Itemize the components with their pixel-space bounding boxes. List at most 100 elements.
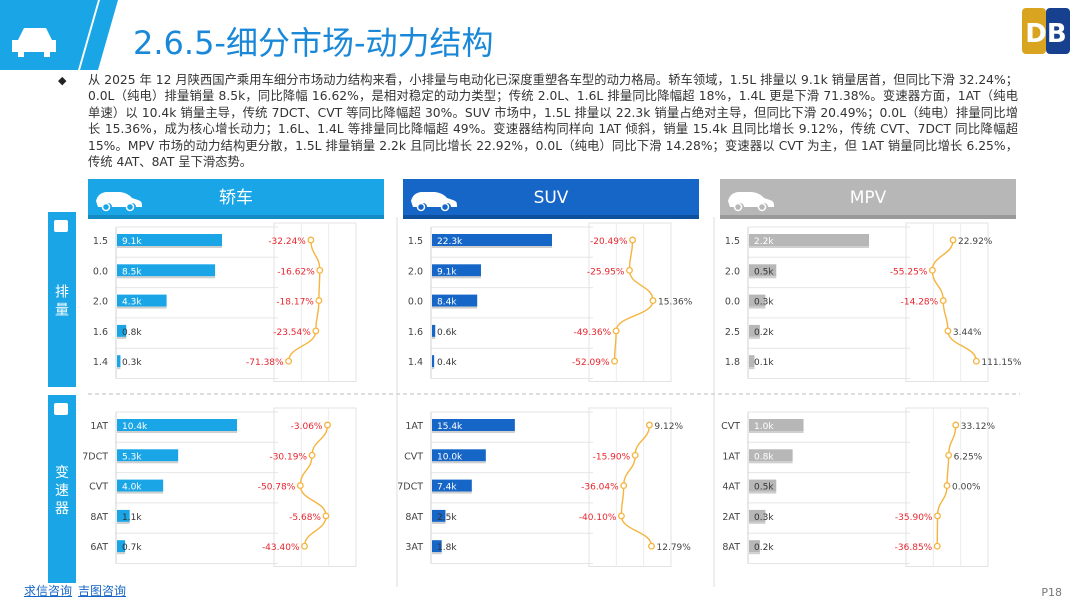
- growth-label: 33.12%: [961, 422, 996, 432]
- growth-point: [315, 297, 323, 305]
- bar: [749, 449, 793, 462]
- growth-point: [952, 421, 960, 429]
- bar-shadow: [749, 276, 777, 279]
- bar: [749, 234, 869, 246]
- car-icon: [728, 192, 774, 212]
- bar-value-label: 9.1k: [122, 237, 142, 247]
- wheel-shape: [733, 202, 743, 212]
- gear-shift-icon: [54, 403, 68, 415]
- bar-shadow: [749, 461, 793, 464]
- bar: [749, 509, 766, 522]
- bar: [432, 294, 478, 307]
- bar-value-label: 1.8k: [437, 543, 457, 553]
- growth-panel: [588, 407, 672, 567]
- growth-label: 6.25%: [954, 452, 983, 462]
- growth-label: -36.04%: [581, 483, 619, 493]
- bar-shadow: [117, 276, 216, 279]
- bar-shadow: [432, 246, 552, 248]
- growth-label: -49.36%: [574, 328, 612, 338]
- category-tick-label: 2.0: [93, 297, 108, 308]
- growth-label: -35.90%: [895, 513, 933, 523]
- growth-label: -20.49%: [590, 237, 628, 247]
- bar-value-label: 0.5k: [754, 267, 774, 277]
- growth-point: [933, 542, 941, 550]
- growth-point: [285, 357, 293, 365]
- growth-label: -14.28%: [901, 298, 939, 308]
- bar: [117, 264, 216, 277]
- growth-label: 111.15%: [981, 358, 1021, 368]
- growth-point: [620, 482, 628, 490]
- bar: [432, 479, 472, 492]
- growth-label: -23.54%: [273, 328, 311, 338]
- wheel-shape: [416, 202, 426, 212]
- growth-point: [611, 357, 619, 365]
- wheel-shape: [757, 202, 767, 212]
- growth-point: [648, 542, 655, 550]
- header-banner: DB: [0, 0, 1070, 70]
- wheel-shape: [440, 202, 450, 212]
- bar-value-label: 0.8k: [754, 452, 774, 462]
- growth-label: -16.62%: [277, 267, 315, 277]
- bar-value-label: 4.3k: [122, 298, 142, 308]
- bar-value-label: 8.5k: [122, 267, 142, 277]
- bar-value-label: 0.8k: [122, 328, 142, 338]
- bar: [117, 234, 222, 246]
- row-label-bar-2: [48, 395, 76, 583]
- growth-label: 3.44%: [953, 328, 982, 338]
- bar: [117, 509, 130, 522]
- category-tick-label: 1.8: [725, 357, 740, 368]
- footer-link-2[interactable]: 吉图咨询: [78, 584, 127, 598]
- growth-point: [296, 482, 304, 490]
- bar-value-label: 10.4k: [122, 422, 148, 432]
- bar-value-label: 0.5k: [754, 483, 774, 493]
- growth-label: -3.06%: [291, 422, 323, 432]
- category-tick-label: 1AT: [405, 421, 423, 432]
- growth-point: [629, 236, 637, 244]
- bar: [749, 540, 760, 553]
- bar-value-label: 0.6k: [437, 328, 457, 338]
- growth-label: 9.12%: [654, 422, 683, 432]
- growth-panel: [905, 222, 989, 382]
- bar-shadow: [749, 521, 766, 524]
- growth-line: [299, 424, 329, 547]
- category-tick-label: 4AT: [722, 482, 740, 493]
- category-tick-label: 0.0: [408, 297, 423, 308]
- bar: [117, 355, 121, 368]
- segment-tab-shadow-2: [403, 215, 699, 219]
- growth-label: -55.25%: [890, 267, 928, 277]
- bar-value-label: 9.1k: [437, 267, 457, 277]
- growth-point: [316, 266, 324, 274]
- bar: [117, 419, 237, 431]
- mini-chart-1: 1.5 9.1k 0.0 8.5k 2.0 4.3k 1.6 0.8k 1.4 0.3k -32.2…: [93, 222, 357, 382]
- bar-shadow: [749, 552, 760, 555]
- bar-value-label: 10.0k: [437, 452, 463, 462]
- mini-chart-6: CVT 1.0k 1AT 0.8k 4AT 0.5k 2AT 0.3k 8AT 0.2k 33.12…: [721, 407, 996, 567]
- growth-point: [645, 421, 653, 429]
- category-tick-label: CVT: [721, 421, 740, 432]
- bar-shadow: [117, 367, 121, 370]
- bar-shadow: [432, 461, 486, 464]
- row-label-char: 变: [55, 465, 69, 481]
- segment-tab-label: SUV: [534, 188, 569, 208]
- bar: [749, 355, 755, 368]
- growth-label: -50.78%: [258, 483, 296, 493]
- bar-shadow: [749, 431, 804, 433]
- row-label-bar-1: [48, 212, 76, 387]
- growth-panel: [905, 407, 989, 567]
- footer-link-1[interactable]: 求信咨询: [24, 584, 73, 598]
- growth-label: -40.10%: [579, 513, 617, 523]
- footer-links: 求信咨询 吉图咨询: [24, 582, 132, 599]
- car-icon: [411, 192, 457, 212]
- page-number: P18: [1041, 586, 1062, 599]
- bar-shadow: [432, 336, 436, 339]
- growth-point: [312, 327, 320, 335]
- growth-panel: [273, 407, 357, 567]
- category-tick-label: 1.5: [408, 236, 423, 247]
- growth-line: [931, 239, 978, 362]
- bar: [432, 540, 442, 553]
- category-tick-label: 0.0: [93, 266, 108, 277]
- mini-chart-3: 1.5 2.2k 2.0 0.5k 0.0 0.3k 2.5 0.2k 1.8 0.1k 22.92…: [725, 222, 1022, 382]
- bar: [749, 419, 804, 431]
- category-tick-label: 1.4: [408, 357, 423, 368]
- mini-chart-2: 1.5 22.3k 2.0 9.1k 0.0 8.4k 1.6 0.6k 1.4 0.4k -20.…: [408, 222, 693, 382]
